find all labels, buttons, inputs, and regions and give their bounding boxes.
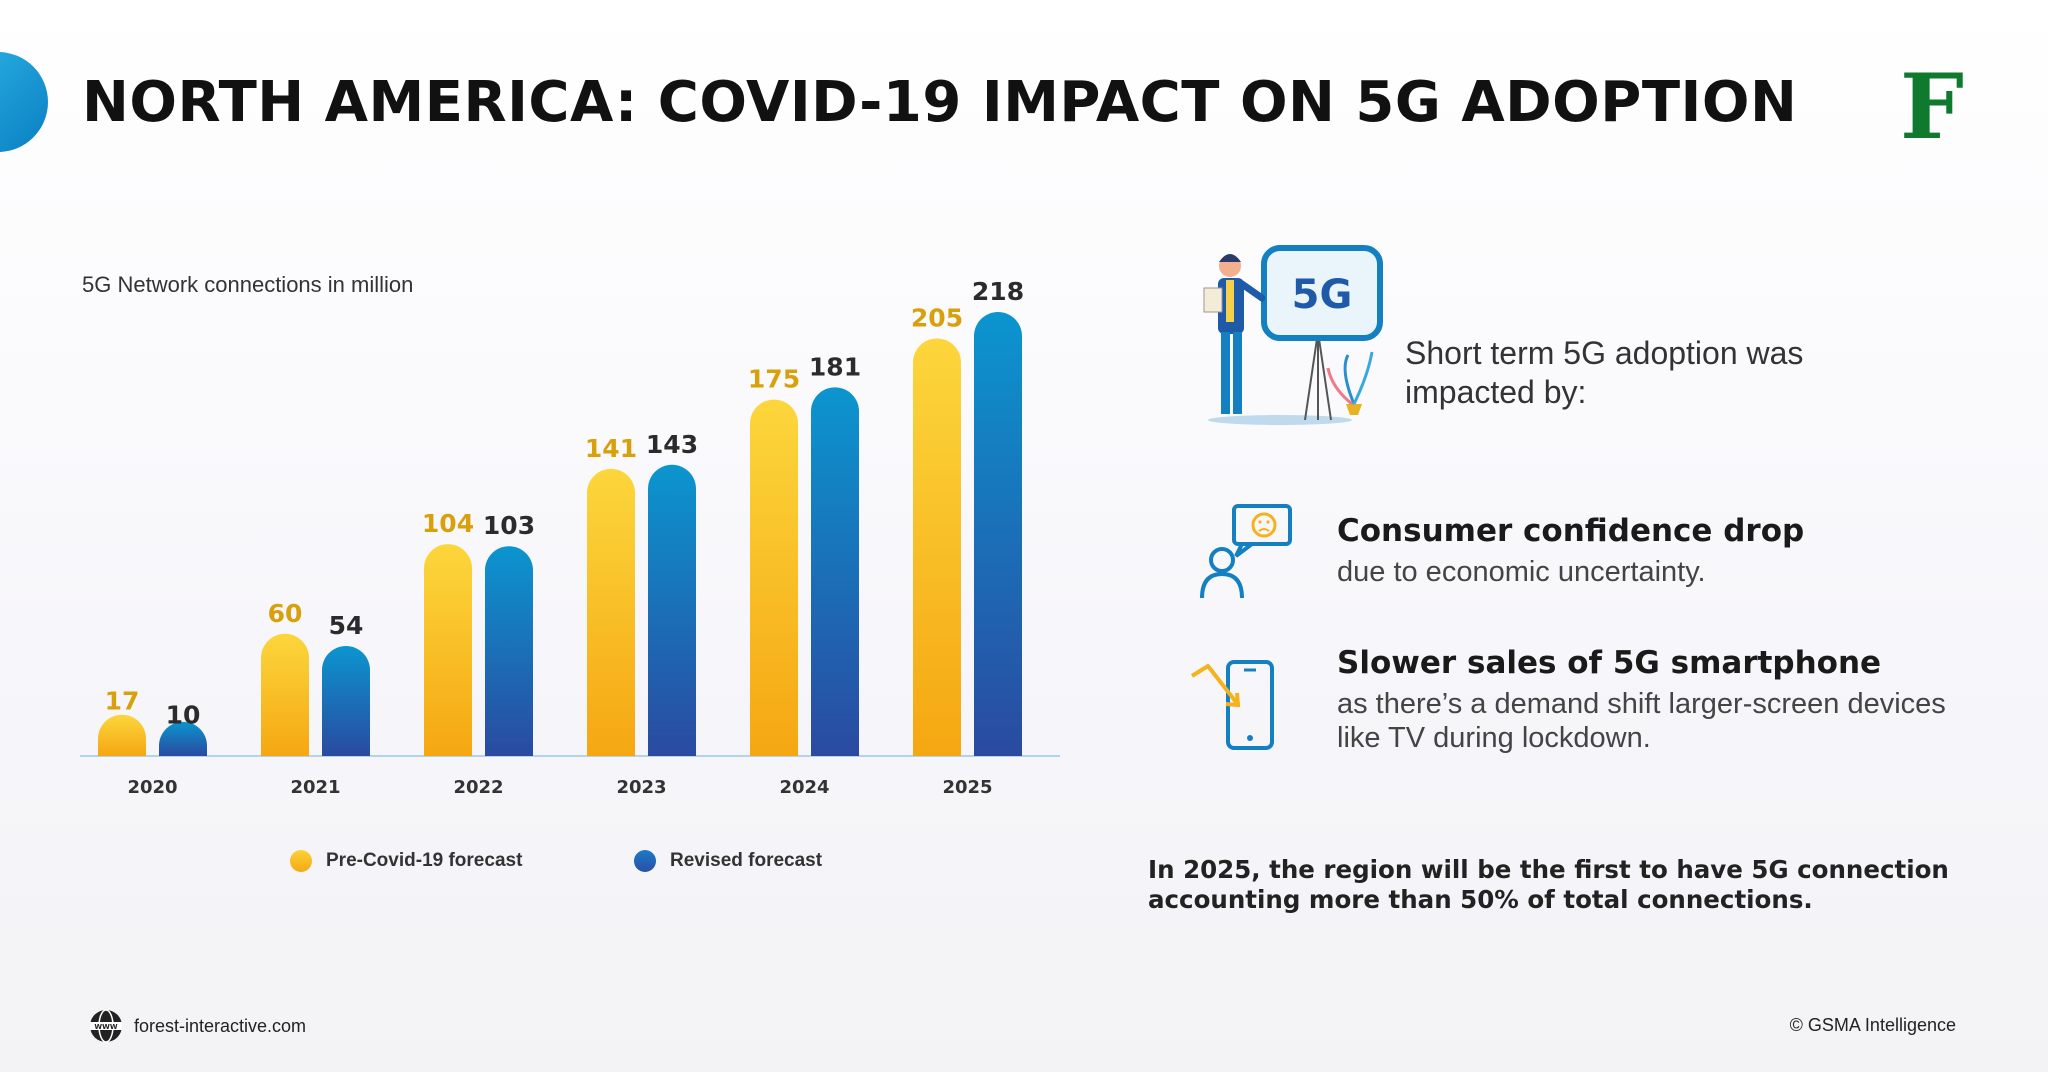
globe-www-icon: WWW xyxy=(90,1009,122,1043)
bar-revised-2024 xyxy=(811,387,859,756)
phone-down-trend-icon xyxy=(1190,660,1274,750)
bar-revised-2020 xyxy=(159,721,207,756)
website-link[interactable]: forest-interactive.com xyxy=(134,1015,307,1036)
intro-text: Short term 5G adoption was impacted by: xyxy=(1405,335,1804,410)
svg-text:WWW: WWW xyxy=(94,1023,117,1031)
point-body: due to economic uncertainty. xyxy=(1337,556,1706,588)
bar-pre-covid-2021 xyxy=(261,633,309,756)
x-tick-label-2022: 2022 xyxy=(453,777,503,798)
bar-pre-covid-2022 xyxy=(424,544,472,756)
x-tick-label-2021: 2021 xyxy=(290,777,340,798)
bar-revised-2023 xyxy=(648,464,696,756)
conclusion-text: In 2025, the region will be the first to… xyxy=(1148,855,1949,914)
footer-website[interactable]: WWW forest-interactive.com xyxy=(88,1008,306,1044)
page-title: NORTH AMERICA: COVID-19 IMPACT ON 5G ADO… xyxy=(82,70,1798,135)
bar-revised-2021 xyxy=(322,646,370,756)
data-label-pre-covid-2022: 104 xyxy=(422,509,474,538)
data-label-pre-covid-2021: 60 xyxy=(268,599,303,628)
bar-revised-2025 xyxy=(974,312,1022,756)
sad-chat-person-icon xyxy=(1200,504,1292,599)
legend-label-pre-covid: Pre-Covid-19 forecast xyxy=(326,850,523,871)
point-heading: Slower sales of 5G smartphone xyxy=(1337,645,1882,681)
bar-revised-2022 xyxy=(485,546,533,756)
legend-item-revised: Revised forecast xyxy=(634,850,822,872)
data-label-revised-2025: 218 xyxy=(972,277,1024,306)
bar-pre-covid-2023 xyxy=(587,468,635,756)
chart-subtitle: 5G Network connections in million xyxy=(82,272,414,297)
data-label-pre-covid-2025: 205 xyxy=(911,303,963,332)
corner-decoration xyxy=(0,52,48,152)
data-label-revised-2022: 103 xyxy=(483,511,535,540)
data-label-revised-2021: 54 xyxy=(329,611,364,640)
bar-pre-covid-2025 xyxy=(913,338,961,756)
data-label-revised-2023: 143 xyxy=(646,430,698,459)
x-tick-label-2020: 2020 xyxy=(127,777,177,798)
point-heading: Consumer confidence drop xyxy=(1337,513,1805,549)
legend-label-revised: Revised forecast xyxy=(670,850,823,871)
brand-logo: F xyxy=(1900,54,1964,160)
x-tick-label-2025: 2025 xyxy=(942,777,992,798)
point-body: as there’s a demand shift larger-screen … xyxy=(1337,688,1946,754)
presenter-5g-illustration: 5G xyxy=(1203,245,1383,425)
legend-item-pre-covid: Pre-Covid-19 forecast xyxy=(290,850,522,872)
data-label-revised-2024: 181 xyxy=(809,352,861,381)
data-label-pre-covid-2024: 175 xyxy=(748,365,800,394)
data-label-pre-covid-2023: 141 xyxy=(585,434,637,463)
data-label-revised-2020: 10 xyxy=(166,701,201,730)
illustration-5g-label: 5G xyxy=(1292,272,1353,318)
point-consumer-confidence: Consumer confidence drop due to economic… xyxy=(1337,513,1957,589)
bar-pre-covid-2024 xyxy=(750,399,798,756)
copyright: © GSMA Intelligence xyxy=(1789,1015,1956,1035)
x-tick-label-2024: 2024 xyxy=(779,777,829,798)
legend-swatch-revised xyxy=(634,850,656,872)
data-label-pre-covid-2020: 17 xyxy=(105,686,140,715)
legend-swatch-pre-covid xyxy=(290,850,312,872)
bar-chart: 17 10 2020 60 54 2021 104 103 2022 141 143 2023 175 1… xyxy=(80,277,1060,798)
x-tick-label-2023: 2023 xyxy=(616,777,666,798)
bar-pre-covid-2020 xyxy=(98,714,146,756)
point-slower-sales: Slower sales of 5G smartphone as there’s… xyxy=(1337,645,1957,755)
